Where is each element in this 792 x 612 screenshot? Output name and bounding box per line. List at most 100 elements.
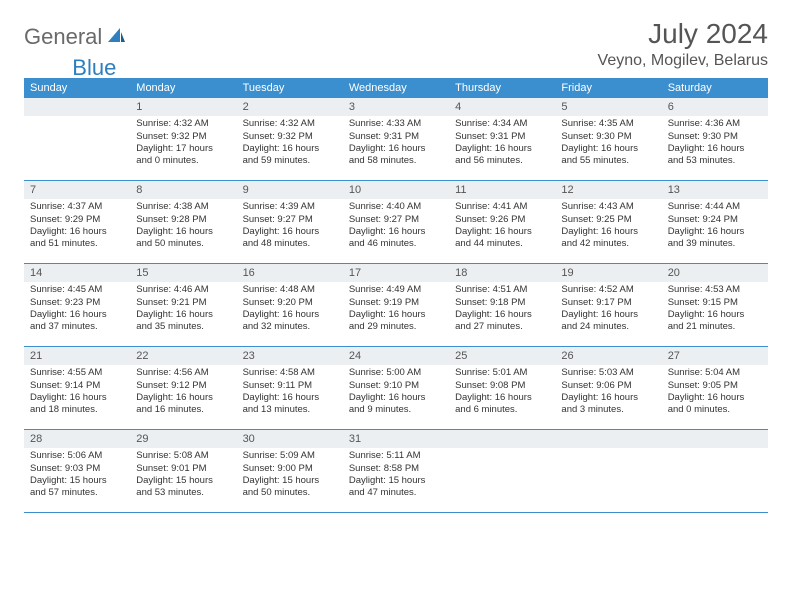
day-cell: 28Sunrise: 5:06 AMSunset: 9:03 PMDayligh… <box>24 430 130 512</box>
day-cell: 22Sunrise: 4:56 AMSunset: 9:12 PMDayligh… <box>130 347 236 429</box>
day-body: Sunrise: 4:34 AMSunset: 9:31 PMDaylight:… <box>449 116 555 171</box>
sunset-text: Sunset: 9:10 PM <box>349 380 443 392</box>
day-number: 9 <box>237 181 343 199</box>
sunrise-text: Sunrise: 4:53 AM <box>668 284 762 296</box>
day-number: 4 <box>449 98 555 116</box>
day-body: Sunrise: 5:06 AMSunset: 9:03 PMDaylight:… <box>24 448 130 503</box>
day-body: Sunrise: 5:11 AMSunset: 8:58 PMDaylight:… <box>343 448 449 503</box>
daylight-text: Daylight: 16 hours and 39 minutes. <box>668 226 762 251</box>
day-body: Sunrise: 4:39 AMSunset: 9:27 PMDaylight:… <box>237 199 343 254</box>
day-body: Sunrise: 4:36 AMSunset: 9:30 PMDaylight:… <box>662 116 768 171</box>
day-body: Sunrise: 4:49 AMSunset: 9:19 PMDaylight:… <box>343 282 449 337</box>
day-body: Sunrise: 4:51 AMSunset: 9:18 PMDaylight:… <box>449 282 555 337</box>
sunrise-text: Sunrise: 4:35 AM <box>561 118 655 130</box>
daylight-text: Daylight: 16 hours and 48 minutes. <box>243 226 337 251</box>
day-cell: 27Sunrise: 5:04 AMSunset: 9:05 PMDayligh… <box>662 347 768 429</box>
day-body: Sunrise: 4:58 AMSunset: 9:11 PMDaylight:… <box>237 365 343 420</box>
logo-sail-icon <box>106 26 126 49</box>
dow-tuesday: Tuesday <box>237 78 343 98</box>
day-number: 2 <box>237 98 343 116</box>
daylight-text: Daylight: 16 hours and 46 minutes. <box>349 226 443 251</box>
sunset-text: Sunset: 9:17 PM <box>561 297 655 309</box>
day-body: Sunrise: 5:04 AMSunset: 9:05 PMDaylight:… <box>662 365 768 420</box>
day-body: Sunrise: 4:53 AMSunset: 9:15 PMDaylight:… <box>662 282 768 337</box>
day-body: Sunrise: 5:09 AMSunset: 9:00 PMDaylight:… <box>237 448 343 503</box>
sunset-text: Sunset: 9:12 PM <box>136 380 230 392</box>
day-body: Sunrise: 4:55 AMSunset: 9:14 PMDaylight:… <box>24 365 130 420</box>
day-number: 22 <box>130 347 236 365</box>
day-cell: 17Sunrise: 4:49 AMSunset: 9:19 PMDayligh… <box>343 264 449 346</box>
sunset-text: Sunset: 9:05 PM <box>668 380 762 392</box>
week-row: 21Sunrise: 4:55 AMSunset: 9:14 PMDayligh… <box>24 347 768 430</box>
day-cell: 3Sunrise: 4:33 AMSunset: 9:31 PMDaylight… <box>343 98 449 180</box>
day-cell: 7Sunrise: 4:37 AMSunset: 9:29 PMDaylight… <box>24 181 130 263</box>
day-cell: 1Sunrise: 4:32 AMSunset: 9:32 PMDaylight… <box>130 98 236 180</box>
sunrise-text: Sunrise: 4:51 AM <box>455 284 549 296</box>
day-number: 3 <box>343 98 449 116</box>
day-number: 8 <box>130 181 236 199</box>
day-body: Sunrise: 4:45 AMSunset: 9:23 PMDaylight:… <box>24 282 130 337</box>
sunset-text: Sunset: 9:29 PM <box>30 214 124 226</box>
sunset-text: Sunset: 9:15 PM <box>668 297 762 309</box>
daylight-text: Daylight: 16 hours and 56 minutes. <box>455 143 549 168</box>
sunset-text: Sunset: 9:08 PM <box>455 380 549 392</box>
logo-text-general: General <box>24 24 102 50</box>
daylight-text: Daylight: 16 hours and 3 minutes. <box>561 392 655 417</box>
daylight-text: Daylight: 15 hours and 47 minutes. <box>349 475 443 500</box>
day-number: 16 <box>237 264 343 282</box>
week-row: 7Sunrise: 4:37 AMSunset: 9:29 PMDaylight… <box>24 181 768 264</box>
sunrise-text: Sunrise: 5:03 AM <box>561 367 655 379</box>
daylight-text: Daylight: 16 hours and 29 minutes. <box>349 309 443 334</box>
title-block: July 2024 Veyno, Mogilev, Belarus <box>598 18 768 70</box>
day-cell <box>24 98 130 180</box>
sunset-text: Sunset: 9:32 PM <box>243 131 337 143</box>
sunrise-text: Sunrise: 4:33 AM <box>349 118 443 130</box>
sunrise-text: Sunrise: 4:32 AM <box>136 118 230 130</box>
day-body: Sunrise: 4:35 AMSunset: 9:30 PMDaylight:… <box>555 116 661 171</box>
sunrise-text: Sunrise: 5:09 AM <box>243 450 337 462</box>
sunset-text: Sunset: 9:20 PM <box>243 297 337 309</box>
day-body: Sunrise: 4:37 AMSunset: 9:29 PMDaylight:… <box>24 199 130 254</box>
day-number: 27 <box>662 347 768 365</box>
day-cell: 10Sunrise: 4:40 AMSunset: 9:27 PMDayligh… <box>343 181 449 263</box>
sunset-text: Sunset: 9:18 PM <box>455 297 549 309</box>
day-number: 19 <box>555 264 661 282</box>
sunrise-text: Sunrise: 4:55 AM <box>30 367 124 379</box>
day-number: 11 <box>449 181 555 199</box>
day-cell <box>555 430 661 512</box>
sunrise-text: Sunrise: 4:46 AM <box>136 284 230 296</box>
sunrise-text: Sunrise: 4:43 AM <box>561 201 655 213</box>
day-number: 31 <box>343 430 449 448</box>
daylight-text: Daylight: 16 hours and 42 minutes. <box>561 226 655 251</box>
day-cell: 2Sunrise: 4:32 AMSunset: 9:32 PMDaylight… <box>237 98 343 180</box>
daylight-text: Daylight: 16 hours and 35 minutes. <box>136 309 230 334</box>
dow-monday: Monday <box>130 78 236 98</box>
day-number: 1 <box>130 98 236 116</box>
day-body: Sunrise: 4:41 AMSunset: 9:26 PMDaylight:… <box>449 199 555 254</box>
day-body: Sunrise: 4:43 AMSunset: 9:25 PMDaylight:… <box>555 199 661 254</box>
logo-text-blue: Blue <box>72 55 116 81</box>
day-number: 20 <box>662 264 768 282</box>
day-body: Sunrise: 4:46 AMSunset: 9:21 PMDaylight:… <box>130 282 236 337</box>
header: General Blue July 2024 Veyno, Mogilev, B… <box>24 18 768 70</box>
day-number <box>24 98 130 116</box>
day-cell: 15Sunrise: 4:46 AMSunset: 9:21 PMDayligh… <box>130 264 236 346</box>
day-cell: 29Sunrise: 5:08 AMSunset: 9:01 PMDayligh… <box>130 430 236 512</box>
daylight-text: Daylight: 16 hours and 18 minutes. <box>30 392 124 417</box>
day-number <box>662 430 768 448</box>
sunrise-text: Sunrise: 5:06 AM <box>30 450 124 462</box>
daylight-text: Daylight: 16 hours and 55 minutes. <box>561 143 655 168</box>
sunset-text: Sunset: 9:30 PM <box>561 131 655 143</box>
day-cell: 24Sunrise: 5:00 AMSunset: 9:10 PMDayligh… <box>343 347 449 429</box>
daylight-text: Daylight: 16 hours and 9 minutes. <box>349 392 443 417</box>
sunrise-text: Sunrise: 4:45 AM <box>30 284 124 296</box>
sunset-text: Sunset: 9:14 PM <box>30 380 124 392</box>
location-text: Veyno, Mogilev, Belarus <box>598 52 768 70</box>
day-number: 26 <box>555 347 661 365</box>
sunrise-text: Sunrise: 4:39 AM <box>243 201 337 213</box>
day-number: 14 <box>24 264 130 282</box>
day-body: Sunrise: 4:44 AMSunset: 9:24 PMDaylight:… <box>662 199 768 254</box>
daylight-text: Daylight: 16 hours and 59 minutes. <box>243 143 337 168</box>
day-cell: 6Sunrise: 4:36 AMSunset: 9:30 PMDaylight… <box>662 98 768 180</box>
daylight-text: Daylight: 16 hours and 0 minutes. <box>668 392 762 417</box>
